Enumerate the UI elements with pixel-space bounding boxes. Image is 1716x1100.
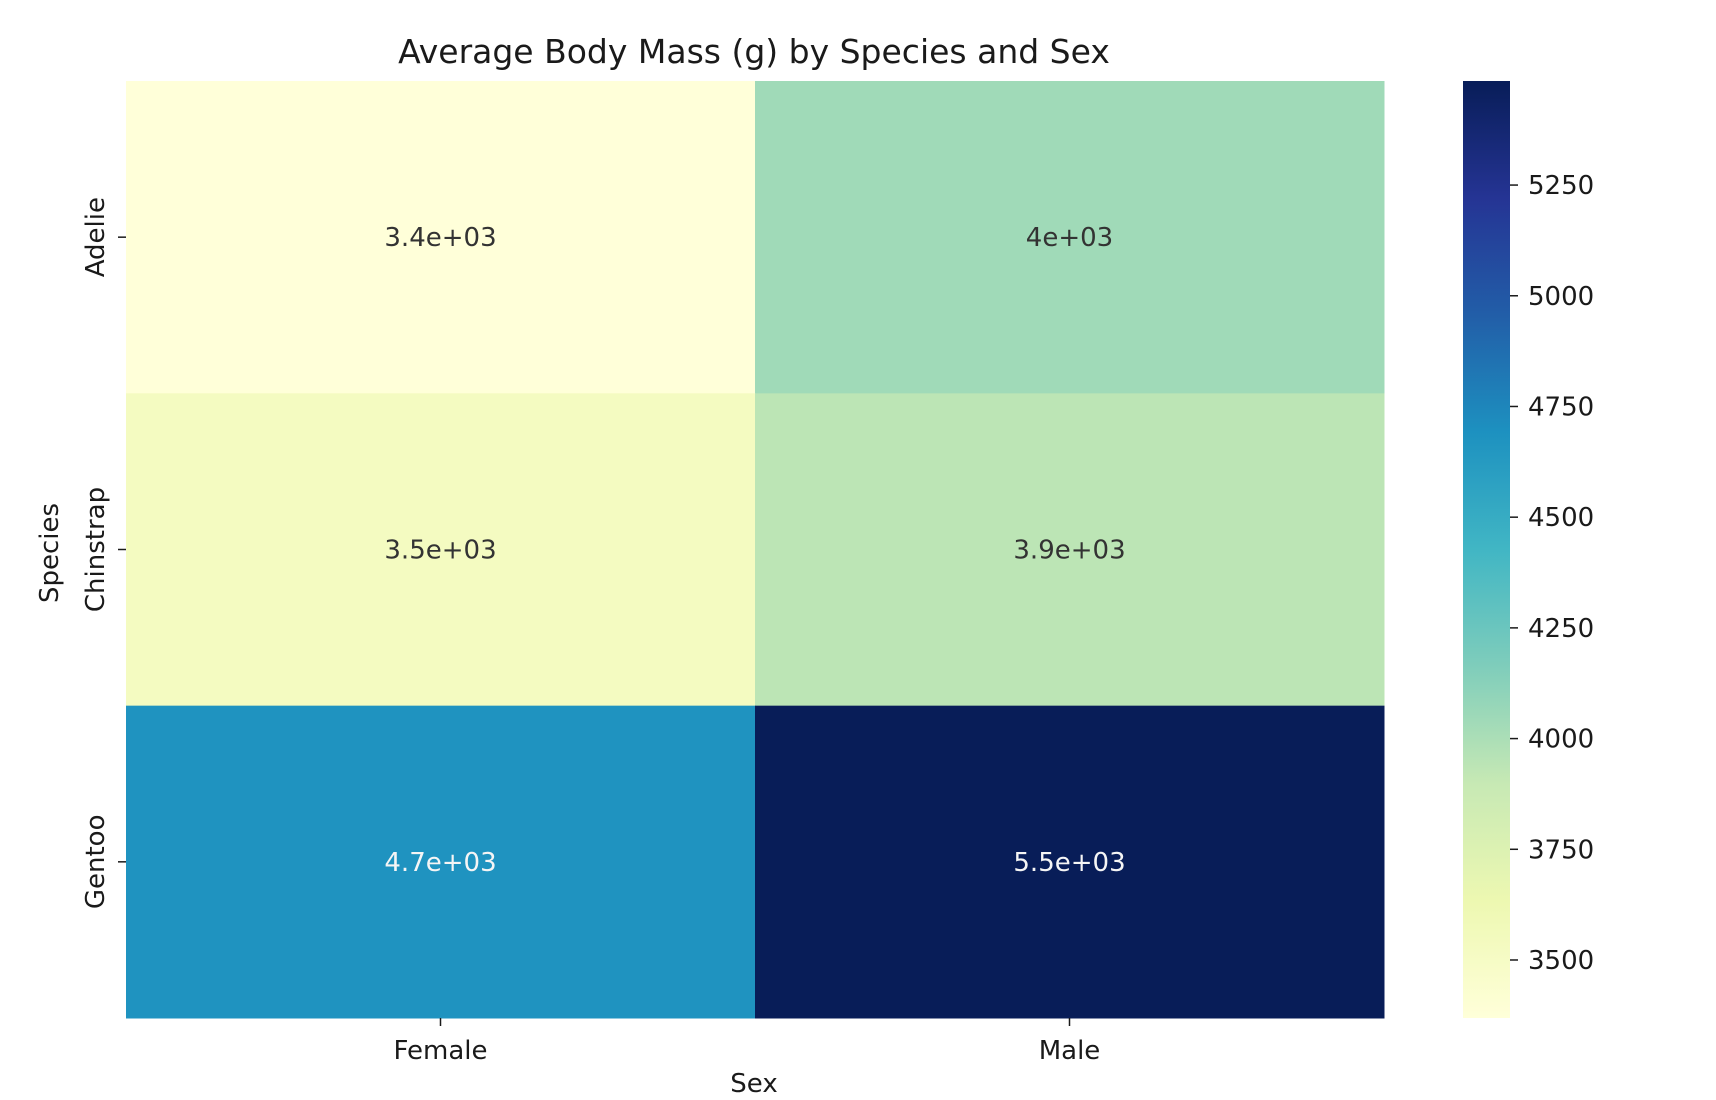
x-tick-label: Female	[393, 1036, 487, 1066]
x-axis-label: Sex	[730, 1069, 777, 1099]
y-axis-label: Species	[35, 503, 65, 603]
colorbar-tick-label: 4000	[1528, 725, 1594, 755]
cell-value-label: 4.7e+03	[384, 848, 496, 878]
x-axis-ticks: Female Male	[393, 1018, 1100, 1066]
heatmap-cell	[755, 705, 1385, 1019]
colorbar-tick-label: 5000	[1528, 282, 1594, 312]
y-tick-label: Gentoo	[81, 815, 111, 910]
heatmap-cell	[126, 393, 756, 707]
colorbar-tick-label: 5250	[1528, 171, 1594, 201]
colorbar-tick-label: 4750	[1528, 392, 1594, 422]
y-tick-label: Chinstrap	[81, 487, 111, 612]
y-tick-label: Adelie	[81, 197, 111, 277]
colorbar-tick-label: 3750	[1528, 835, 1594, 865]
y-axis-ticks: Adelie Chinstrap Gentoo	[81, 197, 126, 909]
cell-value-label: 3.4e+03	[384, 223, 496, 253]
heatmap-cell	[755, 81, 1385, 394]
heatmap-cell	[755, 393, 1385, 707]
x-tick-label: Male	[1039, 1036, 1101, 1066]
colorbar-tick-label: 3500	[1528, 946, 1594, 976]
chart-title: Average Body Mass (g) by Species and Sex	[398, 32, 1110, 71]
colorbar: 3500 3750 4000 4250 4500 4750 5000 5250	[1463, 81, 1594, 1018]
colorbar-tick-label: 4250	[1528, 614, 1594, 644]
colorbar-ticks: 3500 3750 4000 4250 4500 4750 5000 5250	[1510, 171, 1594, 976]
cell-value-label: 5.5e+03	[1013, 848, 1125, 878]
heatmap-cells: 3.4e+03 4e+03 3.5e+03 3.9e+03 4.7e+03 5.5e+03	[126, 81, 1385, 1019]
cell-value-label: 4e+03	[1026, 223, 1113, 253]
cell-value-label: 3.5e+03	[384, 536, 496, 566]
heatmap-cell	[126, 81, 756, 394]
cell-value-label: 3.9e+03	[1013, 536, 1125, 566]
colorbar-gradient	[1463, 81, 1510, 1018]
heatmap-cell	[126, 705, 756, 1019]
colorbar-tick-label: 4500	[1528, 503, 1594, 533]
